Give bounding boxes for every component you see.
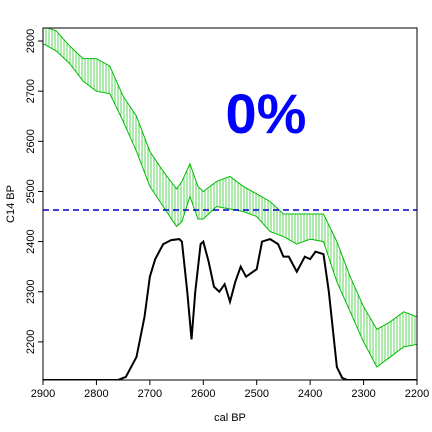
y-tick-label: 2200 bbox=[25, 330, 37, 354]
y-tick-label: 2400 bbox=[25, 229, 37, 253]
y-tick-label: 2300 bbox=[25, 280, 37, 304]
y-tick-label: 2800 bbox=[25, 29, 37, 53]
x-tick-label: 2500 bbox=[244, 388, 268, 400]
y-axis-label: C14 BP bbox=[5, 185, 17, 223]
plot-area bbox=[43, 28, 417, 380]
x-tick-label: 2600 bbox=[191, 388, 215, 400]
annotation: 0% bbox=[226, 82, 307, 145]
x-tick-label: 2800 bbox=[84, 388, 108, 400]
band-upper bbox=[46, 28, 417, 331]
y-tick-label: 2700 bbox=[25, 79, 37, 103]
band-lower bbox=[43, 43, 417, 368]
x-axis-label: cal BP bbox=[214, 412, 246, 424]
plot-frame bbox=[42, 27, 418, 381]
y-tick-label: 2500 bbox=[25, 179, 37, 203]
x-tick-label: 2400 bbox=[298, 388, 322, 400]
x-tick-label: 2900 bbox=[31, 388, 55, 400]
y-tick-label: 2600 bbox=[25, 129, 37, 153]
x-tick-label: 2700 bbox=[138, 388, 162, 400]
x-tick-label: 2300 bbox=[351, 388, 375, 400]
band-fill bbox=[43, 28, 417, 367]
x-tick-label: 2200 bbox=[405, 388, 429, 400]
density-curve bbox=[43, 238, 417, 380]
